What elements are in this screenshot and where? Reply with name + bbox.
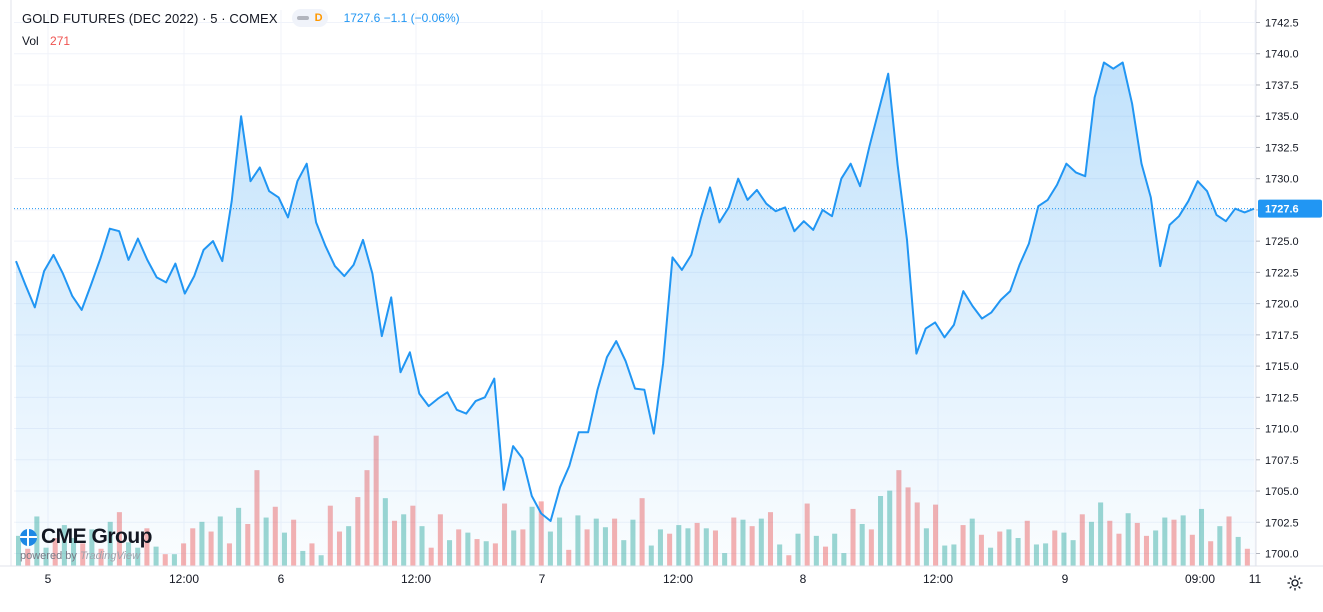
last-price-label-bg bbox=[1258, 199, 1322, 218]
y-tick-label: 1730.0 bbox=[1265, 174, 1299, 186]
volume-value: 271 bbox=[50, 34, 71, 48]
x-tick-label: 8 bbox=[800, 572, 807, 586]
symbol-title[interactable]: GOLD FUTURES (DEC 2022) · 5 · COMEX bbox=[22, 10, 278, 26]
watermark-logo: CME Group powered by TradingView bbox=[20, 525, 153, 562]
price-area-fill bbox=[16, 62, 1254, 566]
y-tick-label: 1715.0 bbox=[1265, 361, 1299, 373]
x-tick-label: 12:00 bbox=[401, 572, 431, 586]
last-price-readout: 1727.6 −1.1 (−0.06%) bbox=[343, 11, 460, 25]
y-tick-label: 1737.5 bbox=[1265, 80, 1299, 92]
volume-legend: Vol 271 bbox=[22, 34, 70, 48]
x-tick-label: 12:00 bbox=[663, 572, 693, 586]
y-tick-label: 1735.0 bbox=[1265, 111, 1299, 123]
x-tick-label: 6 bbox=[278, 572, 285, 586]
x-tick-label: 9 bbox=[1062, 572, 1069, 586]
y-tick-label: 1742.5 bbox=[1265, 17, 1299, 29]
cme-globe-icon bbox=[20, 528, 37, 546]
y-tick-label: 1725.0 bbox=[1265, 236, 1299, 248]
x-tick-label: 12:00 bbox=[169, 572, 199, 586]
y-tick-label: 1722.5 bbox=[1265, 267, 1299, 279]
data-source-badge: D bbox=[314, 12, 323, 24]
price-line bbox=[15, 61, 1255, 522]
x-tick-label: 5 bbox=[45, 572, 52, 586]
y-tick-label: 1705.0 bbox=[1265, 486, 1299, 498]
brand-name: CME Group bbox=[41, 525, 153, 548]
last-price-label: 1727.6 bbox=[1265, 204, 1299, 216]
x-tick-label: 7 bbox=[539, 572, 546, 586]
eye-icon[interactable] bbox=[296, 16, 309, 20]
volume-label: Vol bbox=[22, 34, 39, 48]
x-tick-label: 12:00 bbox=[923, 572, 953, 586]
chart-legend: GOLD FUTURES (DEC 2022) · 5 · COMEX D 17… bbox=[22, 9, 460, 27]
powered-by-label: powered by bbox=[20, 550, 77, 562]
x-tick-label: 11 bbox=[1249, 572, 1262, 586]
y-tick-label: 1700.0 bbox=[1265, 549, 1299, 561]
y-tick-label: 1720.0 bbox=[1265, 299, 1299, 311]
y-tick-label: 1732.5 bbox=[1265, 142, 1299, 154]
settings-gear-icon[interactable] bbox=[1282, 570, 1308, 596]
y-tick-label: 1740.0 bbox=[1265, 49, 1299, 61]
y-tick-label: 1712.5 bbox=[1265, 392, 1299, 404]
platform-name: TradingView bbox=[79, 550, 141, 562]
symbol-badge[interactable]: D bbox=[291, 9, 328, 27]
y-tick-label: 1717.5 bbox=[1265, 330, 1299, 342]
y-tick-label: 1702.5 bbox=[1265, 517, 1299, 529]
x-tick-label: 09:00 bbox=[1185, 572, 1215, 586]
y-tick-label: 1707.5 bbox=[1265, 455, 1299, 467]
y-tick-label: 1710.0 bbox=[1265, 424, 1299, 436]
